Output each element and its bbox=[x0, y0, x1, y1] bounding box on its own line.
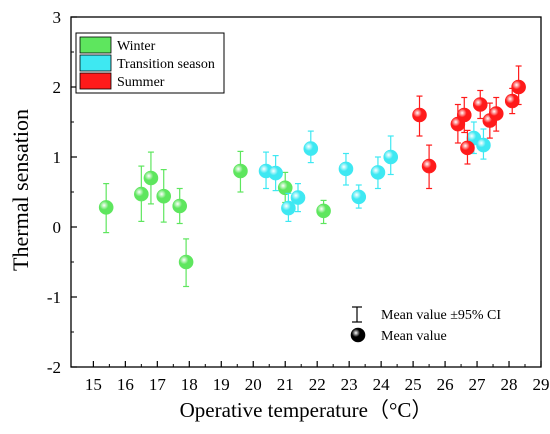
legend-label-transition: Transition season bbox=[117, 57, 215, 72]
data-point bbox=[281, 200, 296, 216]
x-tick-label: 23 bbox=[341, 375, 358, 394]
mean-key-icon bbox=[350, 327, 366, 343]
series-1 bbox=[258, 121, 491, 222]
y-axis-label: Thermal sensation bbox=[8, 109, 33, 271]
ci-key-icon bbox=[352, 306, 362, 323]
series-0 bbox=[98, 150, 331, 288]
legend-swatch-transition bbox=[79, 54, 112, 72]
x-tick-label: 18 bbox=[181, 375, 198, 394]
legend: Winter Transition season Summer bbox=[75, 32, 225, 94]
data-point bbox=[172, 198, 188, 214]
data-point bbox=[383, 149, 399, 165]
series-2 bbox=[412, 65, 526, 190]
y-tick-label: 1 bbox=[53, 148, 62, 167]
data-point bbox=[303, 141, 319, 156]
data-point bbox=[156, 188, 172, 204]
x-tick-label: 24 bbox=[373, 375, 391, 394]
x-tick-label: 29 bbox=[533, 375, 550, 394]
x-tick-label: 15 bbox=[85, 375, 102, 394]
marker-key: Mean value ±95% CI Mean value bbox=[350, 306, 501, 344]
data-point bbox=[421, 158, 437, 174]
series-layer bbox=[98, 65, 526, 288]
data-point bbox=[472, 97, 488, 112]
data-point bbox=[277, 180, 293, 196]
legend-swatch-summer bbox=[79, 72, 112, 90]
y-tick-label: 3 bbox=[53, 8, 62, 27]
data-point bbox=[143, 170, 159, 186]
data-point bbox=[98, 200, 114, 215]
x-tick-label: 19 bbox=[213, 375, 230, 394]
data-point bbox=[370, 165, 386, 180]
data-point bbox=[476, 137, 491, 153]
data-point bbox=[488, 106, 504, 121]
data-point bbox=[268, 165, 283, 181]
data-point bbox=[456, 107, 472, 123]
y-tick-label: -1 bbox=[47, 288, 61, 307]
legend-label-summer: Summer bbox=[117, 75, 165, 90]
x-axis-label: Operative temperature（°C） bbox=[180, 398, 433, 422]
data-point bbox=[460, 140, 475, 156]
x-tick-label: 22 bbox=[309, 375, 326, 394]
data-point bbox=[511, 79, 526, 95]
x-tick-label: 21 bbox=[277, 375, 294, 394]
x-tick-label: 25 bbox=[405, 375, 422, 394]
x-tick-label: 17 bbox=[149, 375, 167, 394]
data-point bbox=[504, 93, 520, 109]
data-point bbox=[351, 189, 367, 205]
data-point bbox=[412, 107, 427, 123]
legend-swatch-winter bbox=[79, 36, 112, 54]
x-tick-label: 27 bbox=[469, 375, 487, 394]
legend-label-winter: Winter bbox=[117, 39, 156, 54]
data-point bbox=[338, 161, 354, 177]
y-tick-label: 0 bbox=[53, 218, 62, 237]
y-tick-label: -2 bbox=[47, 358, 61, 377]
ci-key-label: Mean value ±95% CI bbox=[381, 308, 501, 323]
data-point bbox=[134, 186, 149, 202]
data-point bbox=[233, 163, 248, 179]
mean-key-label: Mean value bbox=[381, 329, 447, 344]
data-point bbox=[290, 190, 306, 205]
x-tick-label: 20 bbox=[245, 375, 262, 394]
y-tick-label: 2 bbox=[53, 78, 62, 97]
x-tick-label: 16 bbox=[117, 375, 134, 394]
data-point bbox=[316, 203, 331, 219]
x-tick-label: 26 bbox=[437, 375, 454, 394]
data-point bbox=[178, 254, 194, 270]
x-tick-label: 28 bbox=[501, 375, 518, 394]
